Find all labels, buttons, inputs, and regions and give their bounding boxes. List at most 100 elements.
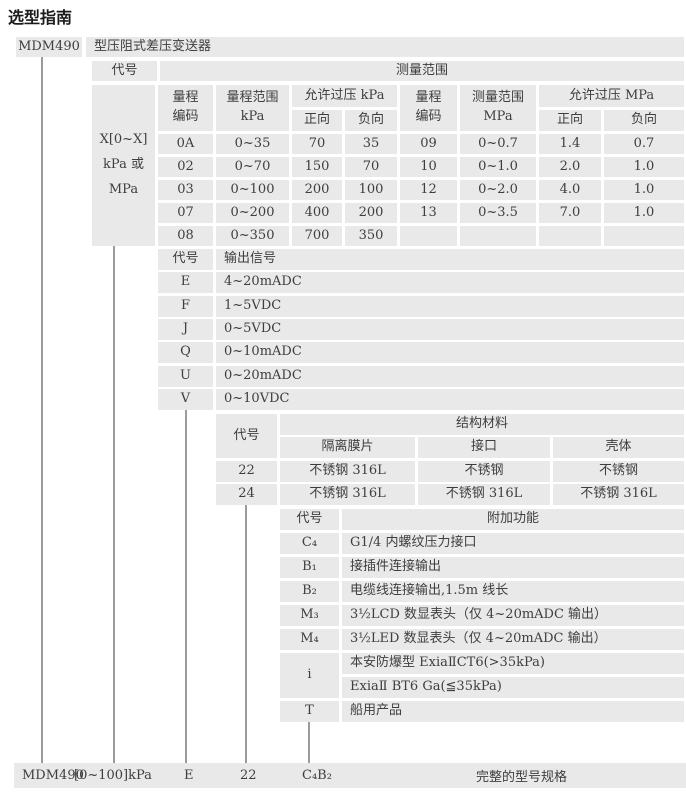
mpa-row-range: 0~2.0 — [460, 180, 536, 200]
connector-line-output — [185, 410, 187, 763]
mpa-row-neg: 0.7 — [604, 134, 684, 154]
addon-row-code: T — [280, 701, 339, 722]
mpa-row-code: 12 — [400, 180, 457, 200]
range-variable-line: X[0~X] — [99, 132, 148, 148]
mpa-row-pos: 2.0 — [539, 157, 601, 177]
output-row-label: 0~5VDC — [216, 319, 684, 340]
kpa-row-pos: 400 — [292, 203, 342, 223]
mpa-row-pos: 7.0 — [539, 203, 601, 223]
kpa-range-column-header: 量程范围 kPa — [216, 85, 289, 131]
kpa-row-range: 0~350 — [216, 226, 289, 246]
kpa-row-neg: 350 — [345, 226, 397, 246]
kpa-row-range: 0~100 — [216, 180, 289, 200]
mpa-positive-header: 正向 — [539, 110, 601, 131]
example-model-bar: MDM490 [0~100]kPa E 22 C₄B₂ 完整的型号规格 — [14, 763, 686, 788]
output-row-label: 0~10mADC — [216, 342, 684, 363]
mpa-row-neg — [604, 226, 684, 246]
kpa-row-neg: 70 — [345, 157, 397, 177]
addon-row-label: 电缆线连接输出,1.5m 线长 — [342, 581, 684, 602]
kpa-row-code: 08 — [158, 226, 213, 246]
kpa-row-code: 07 — [158, 203, 213, 223]
example-output: E — [184, 768, 194, 783]
example-addons: C₄B₂ — [302, 768, 332, 783]
addons-code-header: 代号 — [280, 509, 339, 530]
mpa-overpressure-header: 允许过压 MPa — [539, 85, 684, 107]
kpa-row-neg: 100 — [345, 180, 397, 200]
addon-row-code: B₁ — [280, 557, 339, 578]
kpa-row-pos: 150 — [292, 157, 342, 177]
addon-row-label: ExiaⅡ BT6 Ga(≦35kPa) — [342, 677, 684, 698]
addon-row-code: B₂ — [280, 581, 339, 602]
header-line: MPa — [483, 109, 513, 124]
mpa-row-pos: 1.4 — [539, 134, 601, 154]
addon-row-label: 3½LED 数显表头（仅 4~20mADC 输出） — [342, 629, 684, 650]
mpa-row-pos: 4.0 — [539, 180, 601, 200]
addon-row-label: 3½LCD 数显表头（仅 4~20mADC 输出） — [342, 605, 684, 626]
material-row-housing: 不锈钢 — [553, 461, 684, 482]
example-material: 22 — [240, 768, 257, 783]
output-row-code: E — [158, 272, 213, 293]
mpa-code-column-header: 量程 编码 — [400, 85, 457, 131]
output-row-code: Q — [158, 342, 213, 363]
material-row-code: 22 — [216, 461, 277, 482]
header-line: 量程范围 — [226, 90, 279, 106]
material-col-port: 接口 — [418, 437, 550, 458]
kpa-row-code: 0A — [158, 134, 213, 154]
kpa-row-pos: 70 — [292, 134, 342, 154]
mpa-row-code: 10 — [400, 157, 457, 177]
mpa-row-code: 13 — [400, 203, 457, 223]
kpa-row-code: 03 — [158, 180, 213, 200]
output-row-label: 0~20mADC — [216, 366, 684, 387]
example-model: MDM490 — [22, 768, 84, 783]
mpa-row-neg: 1.0 — [604, 180, 684, 200]
material-row-diaphragm: 不锈钢 316L — [280, 484, 415, 505]
kpa-row-range: 0~35 — [216, 134, 289, 154]
mpa-row-range — [460, 226, 536, 246]
mpa-row-range: 0~1.0 — [460, 157, 536, 177]
header-line: kPa — [240, 109, 265, 124]
output-row-code: V — [158, 389, 213, 410]
material-row-diaphragm: 不锈钢 316L — [280, 461, 415, 482]
kpa-row-neg: 35 — [345, 134, 397, 154]
example-range: [0~100]kPa — [74, 768, 152, 783]
header-line: 测量范围 — [471, 90, 524, 106]
connector-line-model — [41, 57, 43, 763]
material-col-housing: 壳体 — [553, 437, 684, 458]
kpa-row-pos: 700 — [292, 226, 342, 246]
mpa-row-code — [400, 226, 457, 246]
addon-row-label: 接插件连接输出 — [342, 557, 684, 578]
model-name-cell: 型压阻式差压变送器 — [86, 37, 684, 57]
range-variable-line: MPa — [108, 181, 139, 197]
addon-row-label: G1/4 内螺纹压力接口 — [342, 533, 684, 554]
output-row-label: 1~5VDC — [216, 296, 684, 317]
connector-line-addons — [308, 721, 310, 763]
addon-row-label: 船用产品 — [342, 701, 684, 722]
material-title: 结构材料 — [280, 414, 684, 435]
kpa-row-pos: 200 — [292, 180, 342, 200]
kpa-row-range: 0~70 — [216, 157, 289, 177]
page-title: 选型指南 — [8, 10, 73, 27]
header-line: 量程 — [415, 90, 442, 106]
kpa-row-neg: 200 — [345, 203, 397, 223]
range-variable-cell: X[0~X] kPa 或 MPa — [92, 85, 155, 246]
output-row-code: J — [158, 319, 213, 340]
material-code-header: 代号 — [216, 414, 277, 458]
addon-row-code: M₄ — [280, 629, 339, 650]
output-row-code: U — [158, 366, 213, 387]
output-title: 输出信号 — [216, 249, 684, 270]
addon-row-label: 本安防爆型 ExiaⅡCT6(>35kPa) — [342, 653, 684, 674]
kpa-negative-header: 负向 — [345, 110, 397, 131]
connector-line-material — [245, 505, 247, 763]
addon-row-code: C₄ — [280, 533, 339, 554]
connector-line-range — [113, 245, 115, 763]
mpa-range-column-header: 测量范围 MPa — [460, 85, 536, 131]
range-section-title: 测量范围 — [160, 61, 684, 81]
range-code-header: 代号 — [92, 61, 157, 81]
header-line: 编码 — [172, 109, 199, 124]
range-variable-line: kPa 或 — [103, 157, 144, 173]
kpa-row-code: 02 — [158, 157, 213, 177]
mpa-row-range: 0~0.7 — [460, 134, 536, 154]
kpa-overpressure-header: 允许过压 kPa — [292, 85, 397, 107]
example-note: 完整的型号规格 — [476, 770, 568, 785]
